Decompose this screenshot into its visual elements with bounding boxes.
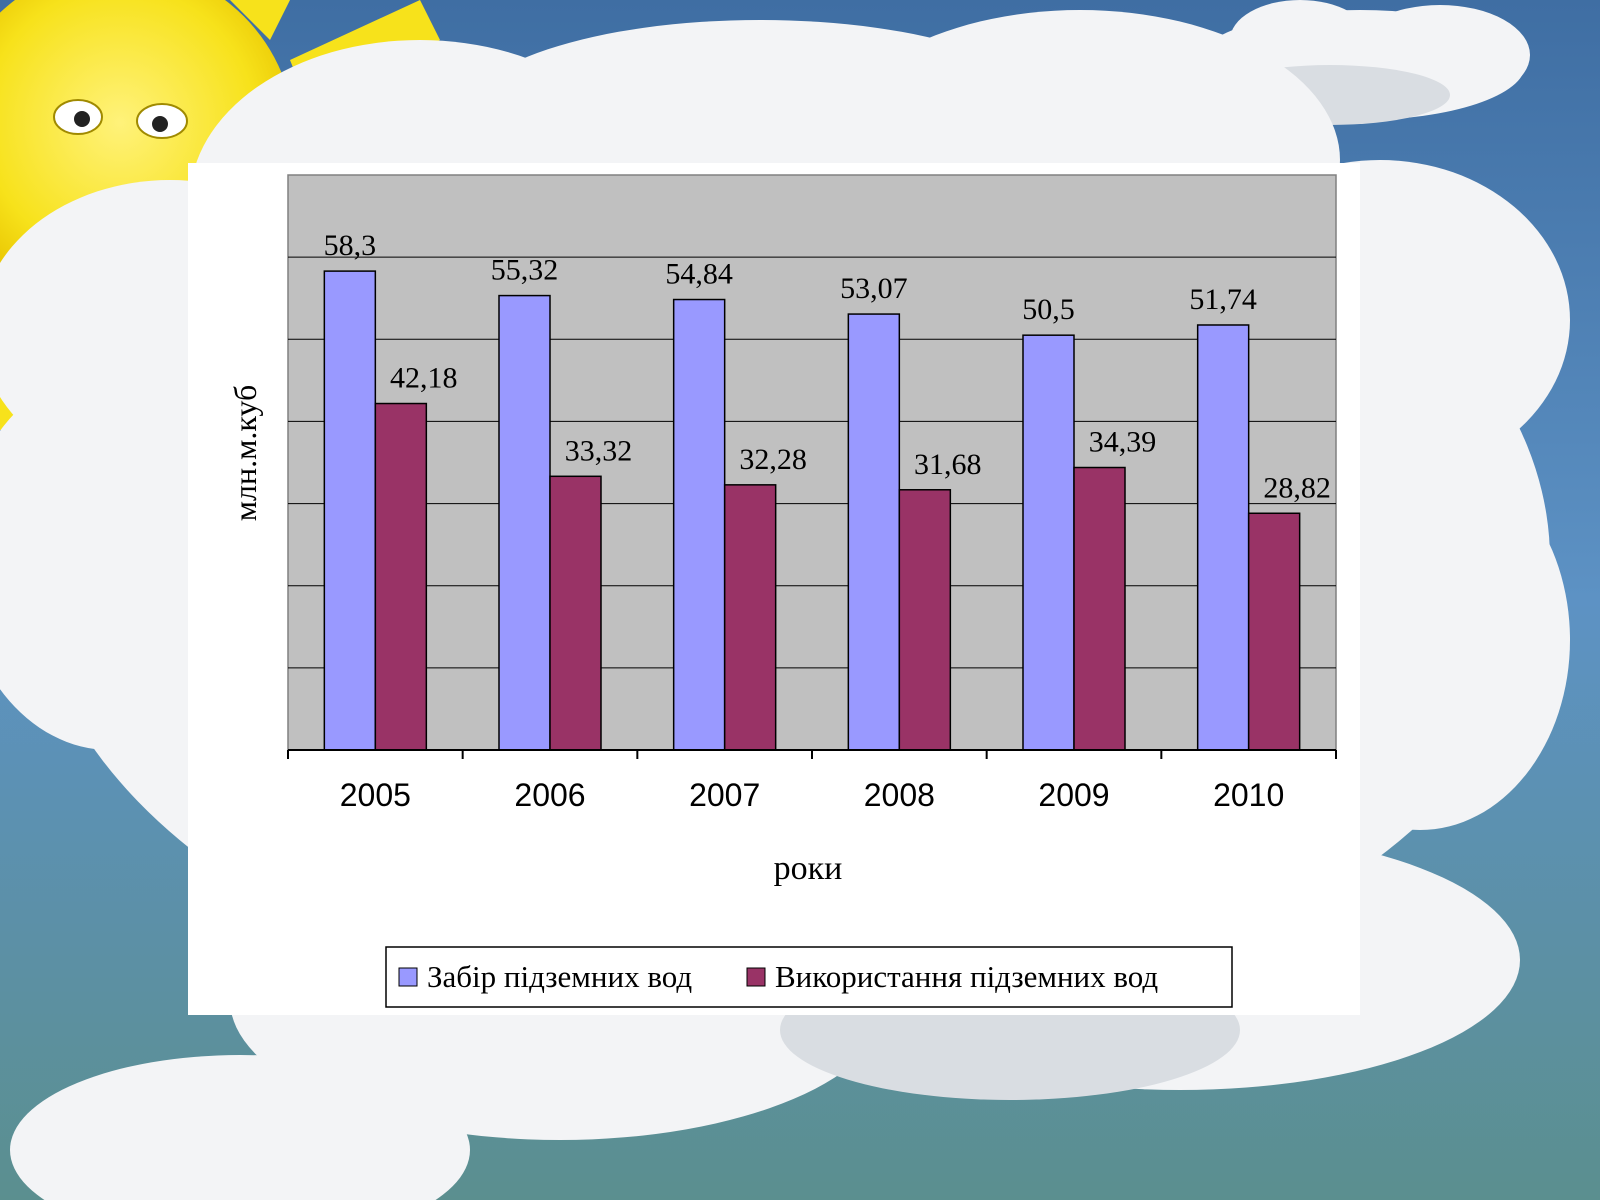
bar-2007-series-1: [723, 484, 777, 751]
x-tick-label: 2005: [340, 777, 411, 813]
bar-2005-series-1: [374, 402, 428, 751]
y-axis-label: млн.м.куб: [227, 385, 263, 522]
bar-chart: 58,3 42,18 55,32 33,32 54,84 32,28 53,07 31,68 5…: [227, 174, 1337, 1008]
bars: [323, 270, 1301, 751]
data-label-2005-series-0: 58,3: [324, 229, 377, 262]
data-label-2006-series-1: 33,32: [565, 434, 633, 467]
x-tick-label: 2009: [1038, 777, 1109, 813]
data-label-2008-series-0: 53,07: [840, 272, 908, 305]
x-tick-label: 2007: [689, 777, 760, 813]
x-tick-label: 2006: [514, 777, 585, 813]
legend: Забір підземних вод Використання підземн…: [385, 946, 1233, 1008]
data-label-2009-series-1: 34,39: [1089, 426, 1157, 459]
data-label-2010-series-0: 51,74: [1189, 283, 1257, 316]
legend-label-use: Використання підземних вод: [775, 959, 1158, 994]
bar-2009-series-0: [1022, 334, 1075, 751]
data-label-2008-series-1: 31,68: [914, 448, 982, 481]
bar-2009-series-1: [1073, 466, 1126, 751]
data-label-2005-series-1: 42,18: [390, 362, 458, 395]
x-axis: [287, 749, 1337, 759]
data-label-2010-series-1: 28,82: [1263, 471, 1331, 504]
x-tick-label: 2008: [864, 777, 935, 813]
gridlines: [288, 256, 1336, 669]
chart-panel: 58,3 42,18 55,32 33,32 54,84 32,28 53,07 31,68 5…: [188, 163, 1360, 1015]
data-label-2006-series-0: 55,32: [491, 254, 559, 287]
data-label-2007-series-0: 54,84: [665, 258, 733, 291]
bar-2006-series-1: [549, 475, 602, 751]
legend-label-intake: Забір підземних вод: [427, 959, 692, 994]
x-tick-labels: 2005 2006 2007 2008 2009 2010: [340, 777, 1285, 813]
bar-2010-series-0: [1196, 324, 1250, 751]
legend-swatch-intake: [398, 967, 418, 987]
data-label-2007-series-1: 32,28: [739, 443, 807, 476]
bar-2005-series-0: [323, 270, 377, 751]
bar-2007-series-0: [672, 298, 726, 751]
x-axis-label: роки: [774, 850, 843, 887]
bar-2008-series-0: [847, 313, 901, 751]
legend-swatch-use: [746, 967, 766, 987]
legend-box: [385, 946, 1233, 1008]
data-labels: 58,3 42,18 55,32 33,32 54,84 32,28 53,07 31,68 5…: [324, 229, 1331, 504]
bar-2006-series-0: [498, 294, 551, 751]
plot-area: [287, 174, 1337, 751]
bar-2010-series-1: [1247, 512, 1301, 751]
x-tick-label: 2010: [1213, 777, 1284, 813]
data-label-2009-series-0: 50,5: [1022, 293, 1075, 326]
bar-2008-series-1: [898, 489, 952, 751]
